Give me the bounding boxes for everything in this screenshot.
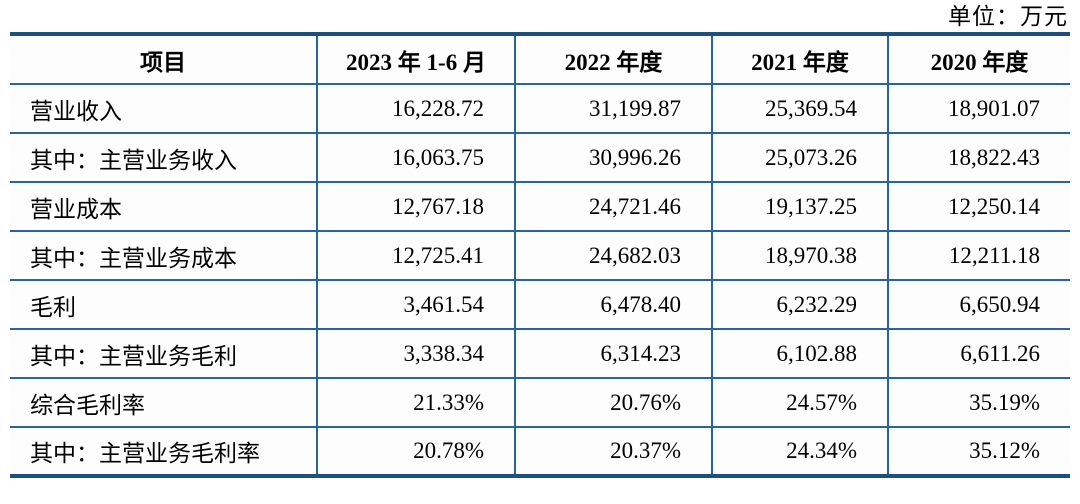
value-cell: 18,822.43	[887, 133, 1070, 183]
value-cell: 6,611.26	[887, 329, 1070, 379]
table-row: 其中：主营业务毛利 3,338.34 6,314.23 6,102.88 6,6…	[10, 329, 1070, 379]
value-cell: 3,338.34	[316, 329, 515, 379]
value-cell: 16,063.75	[316, 133, 515, 183]
value-cell: 12,725.41	[316, 231, 515, 281]
row-label: 营业收入	[10, 84, 317, 134]
value-cell: 20.76%	[514, 378, 712, 428]
value-cell: 30,996.26	[514, 133, 712, 183]
column-header-item: 项目	[10, 34, 317, 85]
value-cell: 6,102.88	[711, 329, 888, 379]
value-cell: 18,970.38	[711, 231, 888, 281]
value-cell: 25,073.26	[711, 133, 888, 183]
column-header-2022: 2022 年度	[514, 34, 712, 85]
value-cell: 18,901.07	[887, 84, 1070, 134]
table-row: 综合毛利率 21.33% 20.76% 24.57% 35.19%	[10, 378, 1070, 428]
table-row: 其中：主营业务成本 12,725.41 24,682.03 18,970.38 …	[10, 231, 1070, 281]
value-cell: 31,199.87	[514, 84, 712, 134]
financial-table: 项目 2023 年 1-6 月 2022 年度 2021 年度 2020 年度 …	[10, 32, 1070, 478]
value-cell: 35.12%	[887, 427, 1070, 476]
header-row: 项目 2023 年 1-6 月 2022 年度 2021 年度 2020 年度	[10, 34, 1070, 85]
value-cell: 12,211.18	[887, 231, 1070, 281]
value-cell: 24,682.03	[514, 231, 712, 281]
value-cell: 12,767.18	[316, 182, 515, 232]
value-cell: 24,721.46	[514, 182, 712, 232]
value-cell: 6,314.23	[514, 329, 712, 379]
value-cell: 19,137.25	[711, 182, 888, 232]
column-header-2021: 2021 年度	[711, 34, 888, 85]
value-cell: 24.34%	[711, 427, 888, 476]
table-row: 营业收入 16,228.72 31,199.87 25,369.54 18,90…	[10, 84, 1070, 134]
value-cell: 6,232.29	[711, 280, 888, 330]
row-label: 其中：主营业务毛利率	[10, 427, 317, 476]
value-cell: 20.78%	[316, 427, 515, 476]
value-cell: 21.33%	[316, 378, 515, 428]
unit-label: 单位：万元	[948, 4, 1068, 29]
value-cell: 25,369.54	[711, 84, 888, 134]
value-cell: 6,650.94	[887, 280, 1070, 330]
column-header-2023h1: 2023 年 1-6 月	[316, 34, 515, 85]
value-cell: 3,461.54	[316, 280, 515, 330]
value-cell: 6,478.40	[514, 280, 712, 330]
table-row: 其中：主营业务收入 16,063.75 30,996.26 25,073.26 …	[10, 133, 1070, 183]
value-cell: 35.19%	[887, 378, 1070, 428]
row-label: 营业成本	[10, 182, 317, 232]
table-row: 其中：主营业务毛利率 20.78% 20.37% 24.34% 35.12%	[10, 427, 1070, 476]
value-cell: 12,250.14	[887, 182, 1070, 232]
row-label: 综合毛利率	[10, 378, 317, 428]
value-cell: 16,228.72	[316, 84, 515, 134]
row-label: 其中：主营业务收入	[10, 133, 317, 183]
row-label: 其中：主营业务成本	[10, 231, 317, 281]
row-label: 毛利	[10, 280, 317, 330]
table-row: 毛利 3,461.54 6,478.40 6,232.29 6,650.94	[10, 280, 1070, 330]
column-header-2020: 2020 年度	[887, 34, 1070, 85]
table-row: 营业成本 12,767.18 24,721.46 19,137.25 12,25…	[10, 182, 1070, 232]
row-label: 其中：主营业务毛利	[10, 329, 317, 379]
value-cell: 24.57%	[711, 378, 888, 428]
value-cell: 20.37%	[514, 427, 712, 476]
